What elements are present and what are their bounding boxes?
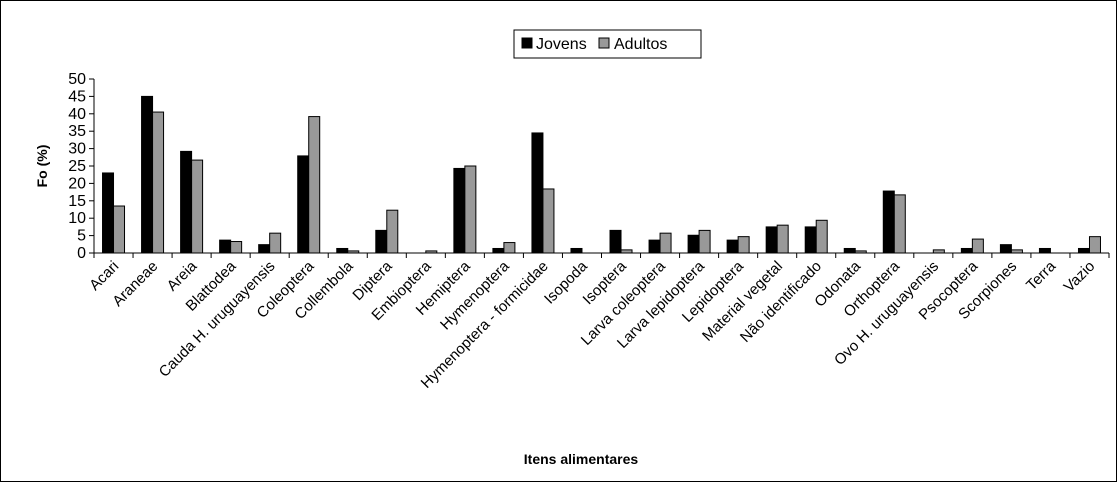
y-tick-label: 40 — [68, 106, 86, 123]
y-tick-label: 35 — [68, 123, 86, 140]
legend-swatch-jovens — [521, 37, 533, 49]
bar-jovens-18 — [804, 226, 817, 254]
bar-jovens-16 — [726, 239, 739, 254]
x-tick-label: Vazio — [1061, 258, 1099, 296]
bar-adultos-3 — [230, 241, 243, 254]
y-tick-label: 25 — [68, 158, 86, 175]
bar-adultos-22 — [971, 238, 984, 254]
bar-adultos-15 — [698, 229, 711, 254]
y-tick-label: 15 — [68, 193, 86, 210]
bar-jovens-23 — [999, 244, 1012, 254]
bar-adultos-14 — [659, 232, 672, 254]
x-tick-label: Terra — [1023, 257, 1060, 294]
y-tick-label: 20 — [68, 175, 86, 192]
bar-adultos-5 — [308, 116, 321, 254]
bar-adultos-25 — [1088, 236, 1101, 254]
bar-jovens-13 — [609, 229, 622, 254]
bar-adultos-4 — [269, 232, 282, 254]
bar-jovens-7 — [375, 229, 388, 254]
y-tick-label: 0 — [77, 245, 86, 262]
legend-swatch-adultos — [598, 37, 610, 49]
y-tick-label: 45 — [68, 88, 86, 105]
bar-adultos-20 — [893, 194, 906, 254]
bar-jovens-6 — [336, 247, 349, 254]
x-tick-label: Acari — [86, 258, 122, 294]
bar-jovens-9 — [453, 167, 466, 254]
bar-jovens-11 — [531, 132, 544, 254]
y-tick-label: 5 — [77, 228, 86, 245]
bar-adultos-2 — [191, 159, 204, 254]
bar-adultos-16 — [737, 236, 750, 254]
y-tick-label: 50 — [68, 71, 86, 88]
y-tick-label: 30 — [68, 141, 86, 158]
bar-jovens-0 — [102, 172, 115, 254]
bar-jovens-14 — [648, 239, 661, 254]
bar-adultos-10 — [503, 242, 516, 254]
y-tick-label: 10 — [68, 210, 86, 227]
bar-jovens-24 — [1038, 247, 1051, 254]
bar-jovens-4 — [258, 244, 271, 254]
bar-jovens-19 — [843, 247, 856, 254]
bar-adultos-17 — [776, 224, 789, 254]
bar-jovens-5 — [297, 155, 310, 254]
bar-jovens-22 — [960, 247, 973, 254]
x-axis-title: Itens alimentares — [524, 451, 639, 467]
bar-adultos-9 — [464, 165, 477, 254]
bars — [102, 95, 1101, 254]
bar-jovens-10 — [492, 247, 505, 254]
y-axis-title: Fo (%) — [34, 145, 50, 188]
bar-jovens-20 — [882, 190, 895, 254]
legend-label-adultos: Adultos — [614, 36, 667, 53]
bar-jovens-15 — [687, 234, 700, 254]
legend: Jovens Adultos — [513, 29, 702, 59]
bar-jovens-1 — [141, 95, 154, 254]
bar-adultos-18 — [815, 219, 828, 254]
bar-adultos-1 — [152, 111, 165, 254]
legend-label-jovens: Jovens — [536, 36, 587, 53]
bar-jovens-12 — [570, 247, 583, 254]
bar-adultos-11 — [542, 188, 555, 254]
bar-adultos-7 — [386, 209, 399, 254]
bar-jovens-2 — [180, 150, 193, 254]
bar-jovens-3 — [219, 239, 232, 254]
bar-jovens-25 — [1077, 247, 1090, 254]
bar-jovens-17 — [765, 226, 778, 254]
bar-adultos-0 — [113, 205, 126, 254]
